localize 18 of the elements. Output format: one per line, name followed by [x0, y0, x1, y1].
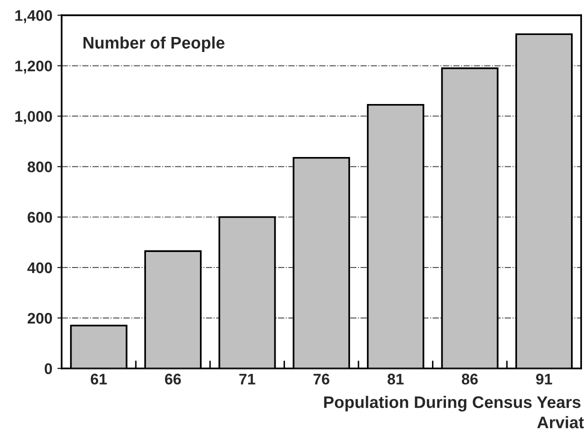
- y-tick-label: 0: [44, 363, 52, 374]
- y-tick-label: 1,000: [15, 111, 52, 124]
- x-axis-title: Population During Census Years: [324, 396, 580, 412]
- x-tick-label: 86: [462, 374, 478, 385]
- x-tick-label: 91: [536, 374, 552, 385]
- y-tick-label: 400: [27, 262, 52, 274]
- y-tick-label: 600: [28, 212, 52, 223]
- y-tick-label: 1,200: [15, 60, 52, 74]
- y-tick-label: 800: [28, 161, 52, 172]
- text: Arviat: [537, 416, 584, 428]
- y-tick-label: 1,400: [15, 10, 52, 24]
- y-axis-title: Number of People: [84, 36, 224, 52]
- x-tick-label: 61: [90, 374, 107, 385]
- y-tick-label: 200: [28, 312, 52, 324]
- x-tick-label: 76: [314, 374, 330, 385]
- x-tick-label: 66: [165, 374, 181, 385]
- x-tick-label: 71: [239, 374, 256, 384]
- x-tick-label: 81: [388, 374, 404, 385]
